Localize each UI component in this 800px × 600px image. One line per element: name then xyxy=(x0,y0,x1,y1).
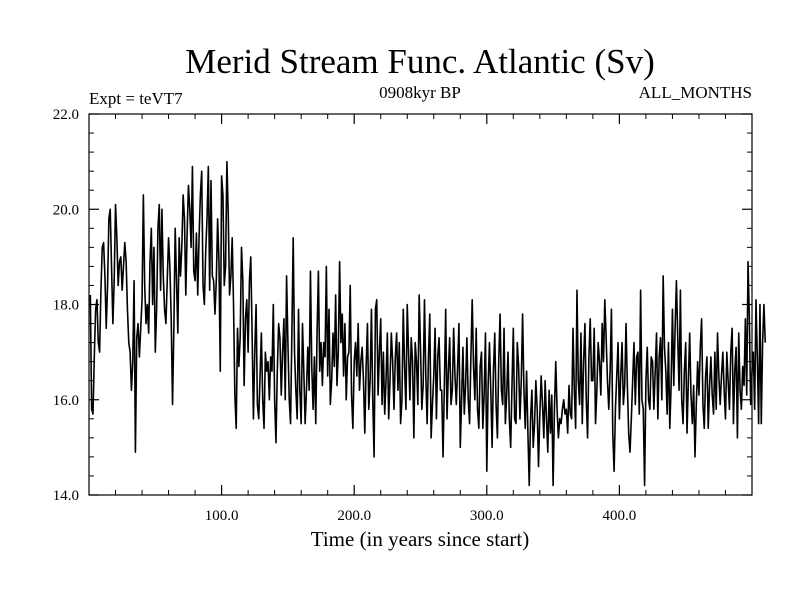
y-tick-label: 22.0 xyxy=(53,107,79,123)
x-tick-label: 400.0 xyxy=(603,508,637,524)
x-tick-label: 100.0 xyxy=(205,508,239,524)
x-axis-label: Time (in years since start) xyxy=(311,527,530,551)
x-tick-label: 300.0 xyxy=(470,508,504,524)
months-label: ALL_MONTHS xyxy=(639,83,752,102)
y-tick-label: 16.0 xyxy=(53,393,79,409)
data-series-line xyxy=(89,160,767,487)
experiment-label: Expt = teVT7 xyxy=(89,89,183,108)
chart-title: Merid Stream Func. Atlantic (Sv) xyxy=(185,42,655,81)
plot-area-frame xyxy=(88,113,753,496)
y-tick-label: 14.0 xyxy=(53,488,79,504)
y-tick-label: 18.0 xyxy=(53,298,79,314)
period-label: 0908kyr BP xyxy=(379,83,461,102)
axis-tick-labels: 100.0 200.0 300.0 400.0 14.0 16.0 18.0 20.0 22.0 xyxy=(53,107,637,524)
y-tick-label: 20.0 xyxy=(53,202,79,218)
x-tick-label: 200.0 xyxy=(337,508,371,524)
